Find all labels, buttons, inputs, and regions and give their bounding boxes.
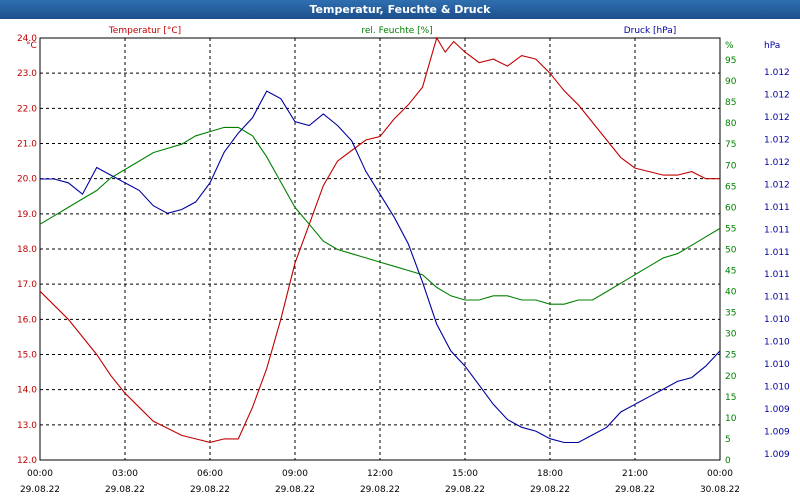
humidity-tick-label: 90 [725,77,737,87]
temp-unit-label: °C [26,41,37,51]
legend-pressure: Druck [hPa] [624,26,677,36]
x-tick-time: 15:00 [452,469,478,479]
humidity-tick-label: 15 [725,393,736,403]
x-tick-time: 21:00 [622,469,648,479]
pressure-tick-label: 1.012 [764,90,790,100]
humidity-tick-label: 70 [725,161,737,171]
series-lines [39,36,721,444]
temp-tick-label: 12.0 [17,456,37,466]
humidity-tick-label: 50 [725,245,737,255]
x-tick-date: 29.08.22 [20,485,60,495]
pressure-tick-label: 1.012 [764,113,790,123]
legend-temperature: Temperatur [°C] [108,26,181,36]
humidity-tick-label: 65 [725,182,736,192]
grid-lines [39,37,721,461]
x-tick-time: 03:00 [112,469,138,479]
x-tick-date: 29.08.22 [190,485,230,495]
chart-title: Temperatur, Feuchte & Druck [0,0,800,19]
humidity-tick-label: 95 [725,56,736,66]
pressure-tick-label: 1.012 [764,68,790,78]
humidity-tick-label: 75 [725,140,736,150]
series-line-pressure [40,90,721,444]
series-line-temperature [39,36,720,443]
x-tick-date: 29.08.22 [445,485,485,495]
temp-tick-label: 13.0 [17,421,37,431]
humidity-tick-label: 60 [725,203,737,213]
humidity-tick-label: 55 [725,224,736,234]
pressure-tick-label: 1.010 [764,383,790,393]
humidity-tick-label: 0 [725,456,731,466]
humidity-tick-label: 25 [725,351,736,361]
x-tick-time: 09:00 [282,469,308,479]
x-tick-time: 18:00 [537,469,563,479]
temp-tick-label: 23.0 [17,69,37,79]
pressure-tick-label: 1.011 [764,225,790,235]
x-tick-date: 29.08.22 [105,485,145,495]
x-tick-date: 29.08.22 [275,485,315,495]
temp-tick-label: 24.0 [17,34,37,44]
humidity-tick-label: 40 [725,288,737,298]
temp-tick-label: 18.0 [17,245,37,255]
pressure-tick-label: 1.011 [764,293,790,303]
temp-tick-label: 17.0 [17,280,37,290]
pressure-tick-label: 1.010 [764,315,790,325]
temp-tick-label: 22.0 [17,104,37,114]
humidity-tick-label: 35 [725,309,736,319]
temp-tick-label: 14.0 [17,386,37,396]
x-tick-date: 30.08.22 [700,485,740,495]
humidity-tick-label: 30 [725,330,737,340]
humidity-tick-label: 20 [725,372,737,382]
x-tick-time: 12:00 [367,469,393,479]
x-tick-time: 00:00 [27,469,53,479]
axis-labels: 00:00 29.08.22 03:00 29.08.22 06:00 29.08.22 0… [17,26,790,495]
temp-tick-label: 20.0 [17,175,37,185]
humidity-tick-label: 45 [725,267,736,277]
pressure-tick-label: 1.009 [764,428,790,438]
humidity-tick-label: 80 [725,119,737,129]
legend-humidity: rel. Feuchte [%] [361,26,432,36]
pressure-tick-label: 1.011 [764,248,790,258]
humidity-tick-label: 85 [725,98,736,108]
pressure-tick-label: 1.011 [764,270,790,280]
pressure-tick-label: 1.009 [764,450,790,460]
temp-tick-label: 19.0 [17,210,37,220]
x-tick-date: 29.08.22 [530,485,570,495]
humidity-tick-label: 10 [725,414,737,424]
pressure-tick-label: 1.012 [764,135,790,145]
x-tick-date: 29.08.22 [615,485,655,495]
pressure-tick-label: 1.010 [764,338,790,348]
temp-tick-label: 16.0 [17,315,37,325]
pressure-tick-label: 1.010 [764,360,790,370]
x-tick-time: 00:00 [707,469,733,479]
pressure-tick-label: 1.011 [764,203,790,213]
pressure-tick-label: 1.012 [764,180,790,190]
pressure-tick-label: 1.009 [764,405,790,415]
humidity-unit-label: % [725,41,734,51]
pressure-unit-label: hPa [764,41,780,51]
temp-tick-label: 15.0 [17,351,37,361]
humidity-tick-label: 5 [725,435,731,445]
x-tick-time: 06:00 [197,469,223,479]
x-tick-date: 29.08.22 [360,485,400,495]
pressure-tick-label: 1.012 [764,158,790,168]
temp-tick-label: 21.0 [17,140,37,150]
series-line-humidity [39,126,721,305]
